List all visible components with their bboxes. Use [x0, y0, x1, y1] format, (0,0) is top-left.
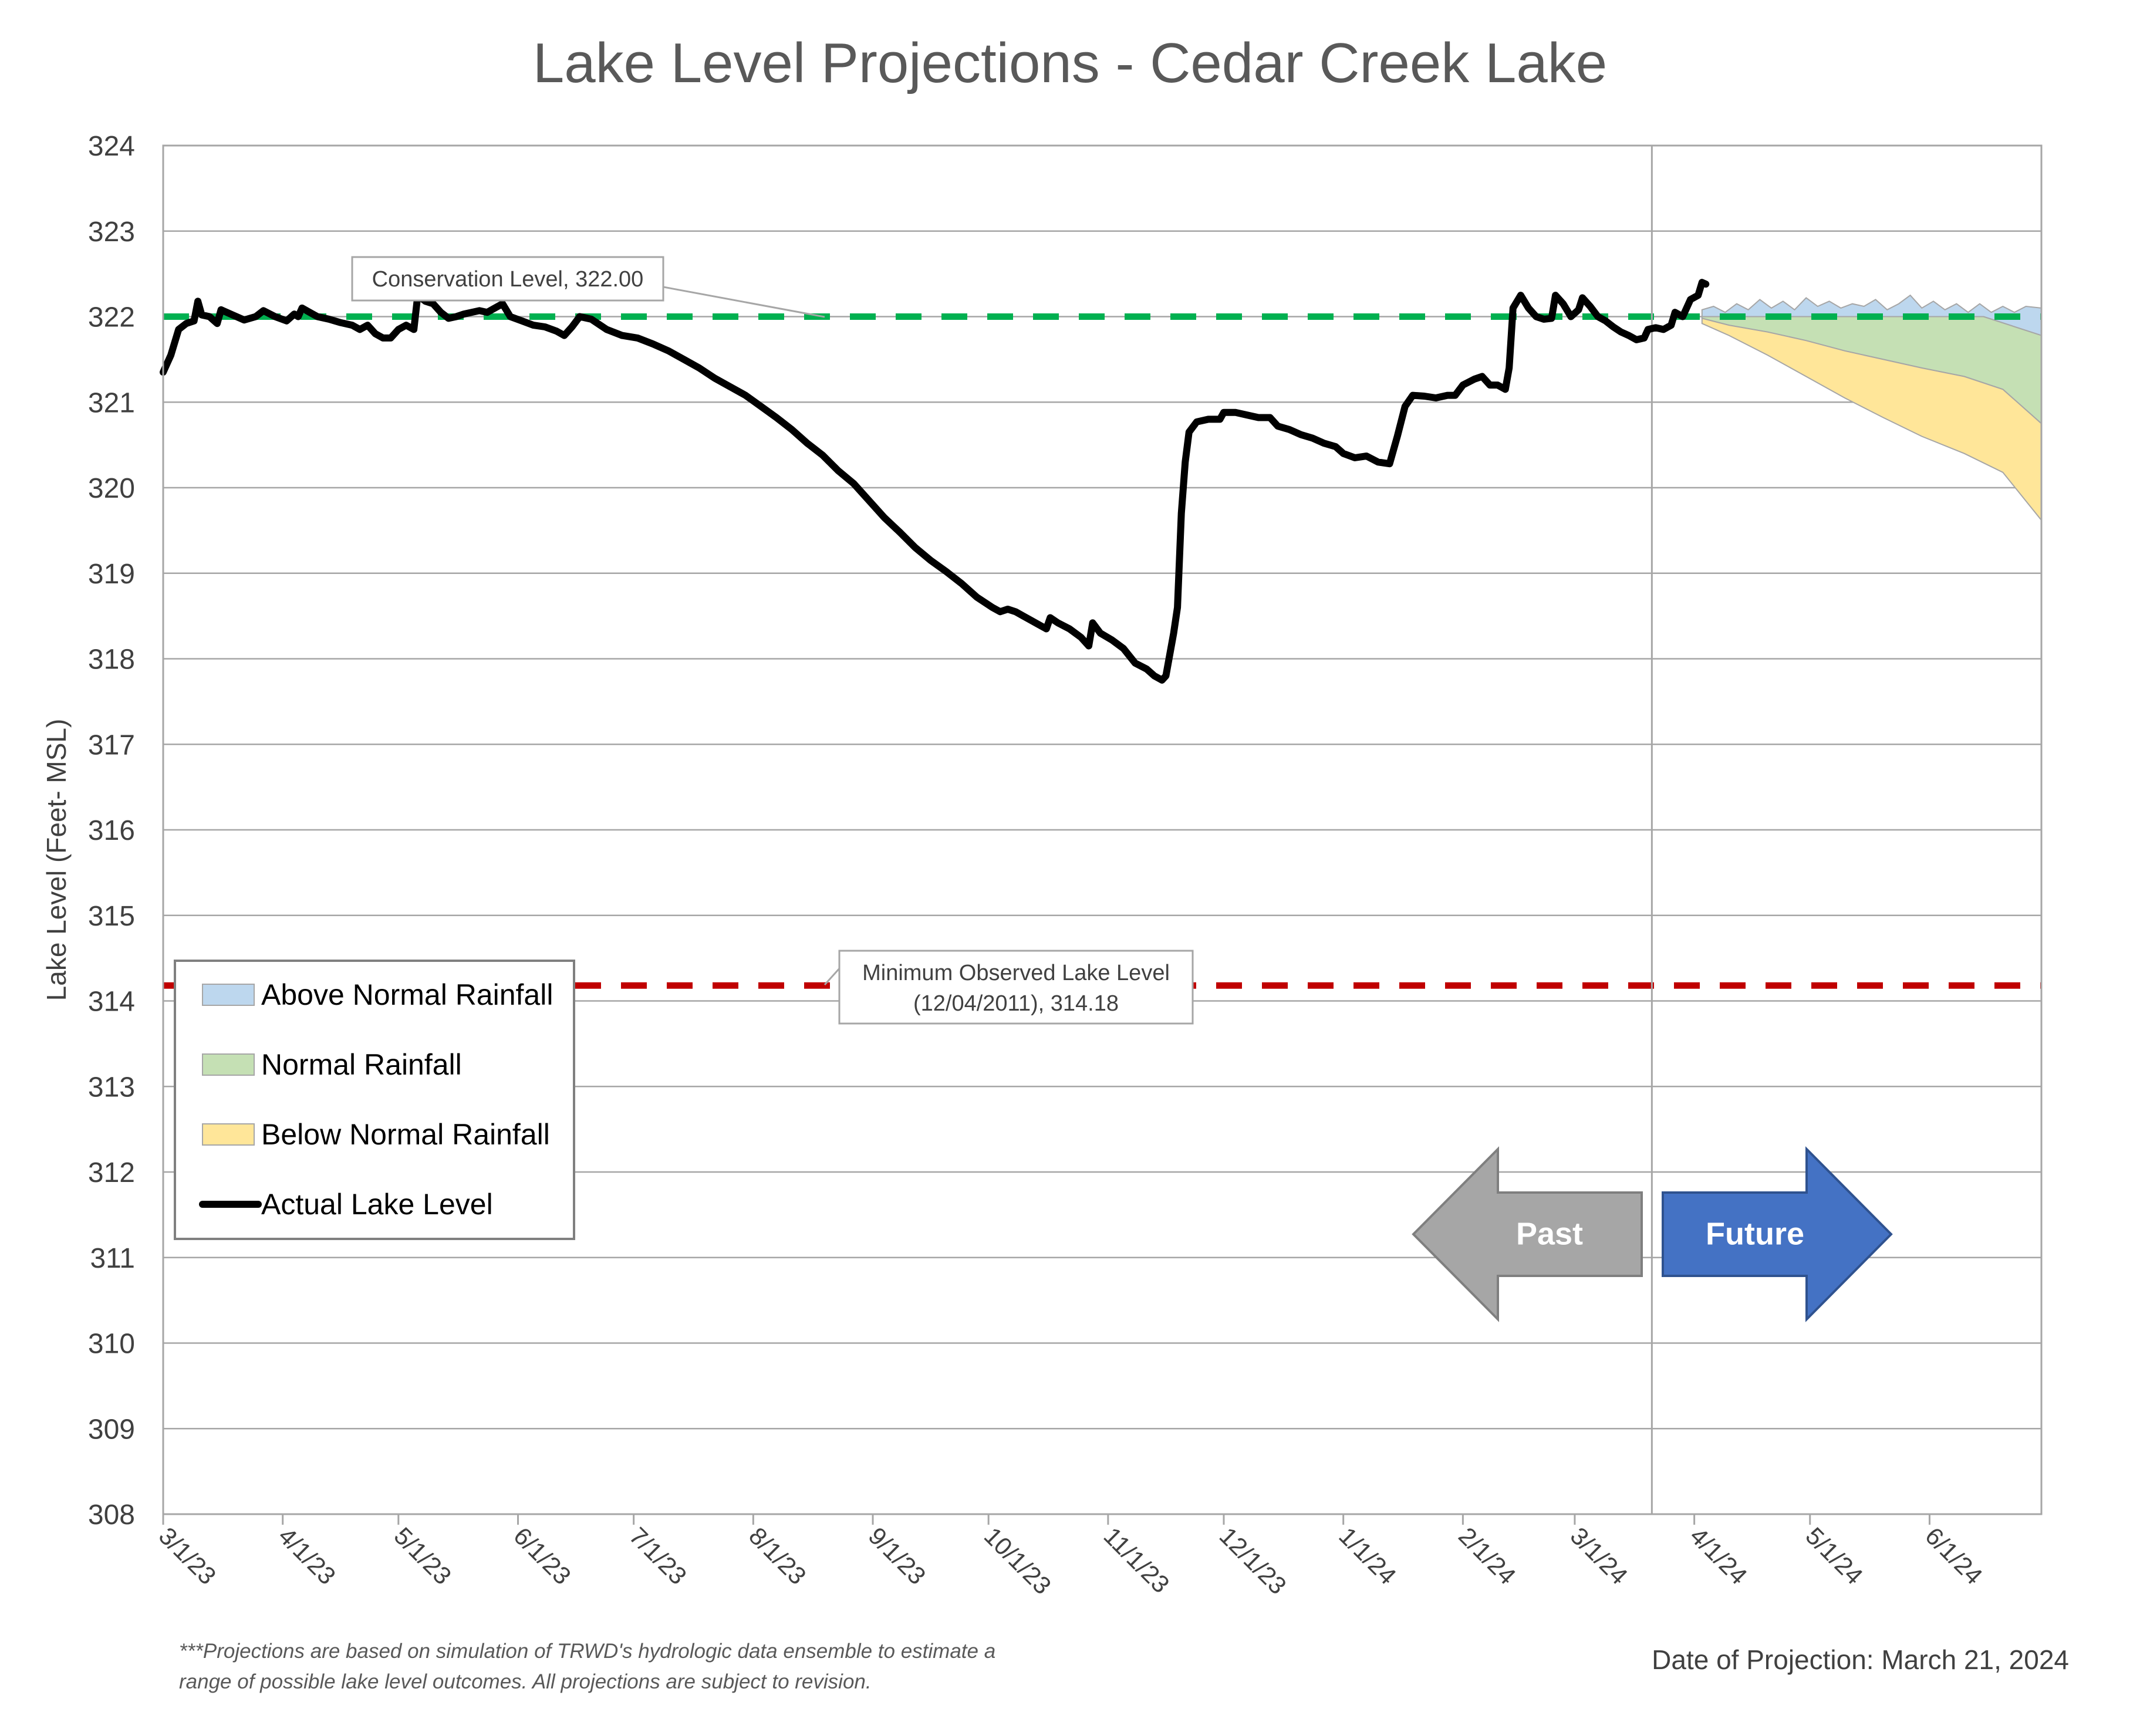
legend-swatch — [202, 1123, 255, 1146]
y-tick-label: 324 — [88, 131, 135, 162]
chart-title: Lake Level Projections - Cedar Creek Lak… — [533, 32, 1607, 94]
conservation-callout-label: Conservation Level, 322.00 — [372, 267, 644, 292]
projection-note-line2: range of possible lake level outcomes. A… — [179, 1670, 872, 1693]
past-arrow-label: Past — [1516, 1216, 1583, 1251]
legend-swatch — [202, 984, 255, 1006]
minimum-callout-box — [838, 950, 1194, 1025]
legend-item-below-normal-rainfall: Below Normal Rainfall — [202, 1118, 550, 1151]
y-tick-label: 313 — [88, 1072, 135, 1103]
legend-label: Actual Lake Level — [261, 1188, 493, 1221]
y-tick-label: 310 — [88, 1329, 135, 1360]
minimum-callout-leader — [823, 966, 842, 986]
legend-item-normal-rainfall: Normal Rainfall — [202, 1048, 462, 1081]
legend: Above Normal Rainfall Normal Rainfall Belo… — [174, 960, 575, 1240]
y-tick-label: 322 — [88, 302, 135, 333]
y-tick-label: 312 — [88, 1157, 135, 1188]
legend-label: Normal Rainfall — [261, 1048, 462, 1081]
conservation-callout-leader — [660, 285, 825, 318]
future-arrow: Future — [1662, 1146, 1893, 1322]
y-tick-label: 319 — [88, 559, 135, 590]
legend-items: Above Normal Rainfall Normal Rainfall Belo… — [199, 978, 553, 1221]
legend-item-above-normal-rainfall: Above Normal Rainfall — [202, 978, 553, 1011]
y-axis-label: Lake Level (Feet- MSL) — [41, 719, 72, 1001]
legend-swatch — [202, 1053, 255, 1076]
actual-series-layer — [160, 279, 1710, 684]
projection-date-label: Date of Projection: March 21, 2024 — [1652, 1644, 2069, 1675]
axes — [162, 144, 2043, 1515]
y-tick-label: 318 — [88, 644, 135, 676]
y-tick-label: 316 — [88, 815, 135, 846]
legend-label: Below Normal Rainfall — [261, 1118, 550, 1151]
y-tick-label: 314 — [88, 987, 135, 1018]
y-tick-label: 320 — [88, 473, 135, 504]
y-tick-label: 315 — [88, 901, 135, 932]
past-arrow-shape — [1412, 1146, 1643, 1322]
future-arrow-label: Future — [1706, 1216, 1804, 1251]
minimum-callout-line1: Minimum Observed Lake Level — [862, 961, 1170, 985]
conservation-callout-box — [351, 256, 664, 302]
minimum-callout-line2: (12/04/2011), 314.18 — [913, 991, 1119, 1016]
actual-lake-level-line — [160, 279, 1710, 684]
y-tick-label: 323 — [88, 217, 135, 248]
minimum-level-callout: Minimum Observed Lake Level (12/04/2011)… — [823, 950, 1194, 1025]
conservation-level-callout: Conservation Level, 322.00 — [351, 256, 825, 318]
projection-note-line1: ***Projections are based on simulation o… — [179, 1640, 995, 1663]
legend-box — [174, 960, 575, 1240]
y-tick-label: 311 — [90, 1243, 135, 1274]
y-tick-label: 308 — [88, 1499, 135, 1531]
legend-label: Above Normal Rainfall — [261, 978, 553, 1011]
y-tick-label: 321 — [88, 387, 135, 418]
y-tick-labels: 308 309 310 311 312 313 314 315 316 317 318 319 320 3… — [88, 131, 135, 1531]
plot-frame — [162, 144, 2043, 1515]
past-arrow: Past — [1412, 1146, 1643, 1322]
future-arrow-shape — [1662, 1146, 1893, 1322]
y-tick-label: 317 — [88, 729, 135, 761]
y-tick-label: 309 — [88, 1414, 135, 1445]
legend-item-actual-lake-level: Actual Lake Level — [199, 1188, 493, 1221]
